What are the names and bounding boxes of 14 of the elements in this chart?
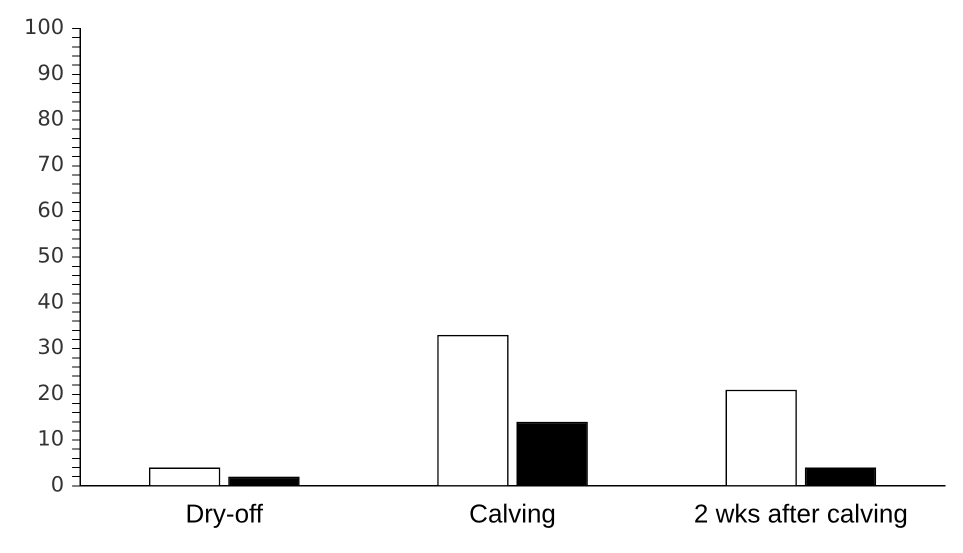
y-tick-label: 10	[37, 426, 64, 451]
y-tick-label: 90	[37, 60, 64, 85]
y-tick-label: 20	[37, 380, 64, 405]
y-tick-label: 80	[37, 106, 64, 130]
y-tick-label: 0	[50, 472, 64, 496]
y-tick-label: 40	[37, 289, 64, 314]
x-tick-label: 2 wks after calving	[694, 498, 908, 529]
y-tick-label: 30	[37, 335, 64, 360]
x-tick-label: Calving	[469, 498, 556, 529]
x-tick-label: Dry-off	[185, 498, 264, 529]
y-tick-label: 60	[37, 198, 64, 222]
y-tick-label: 50	[37, 244, 64, 268]
y-tick-label: 70	[37, 152, 64, 176]
y-tick-label: 100	[24, 15, 64, 40]
